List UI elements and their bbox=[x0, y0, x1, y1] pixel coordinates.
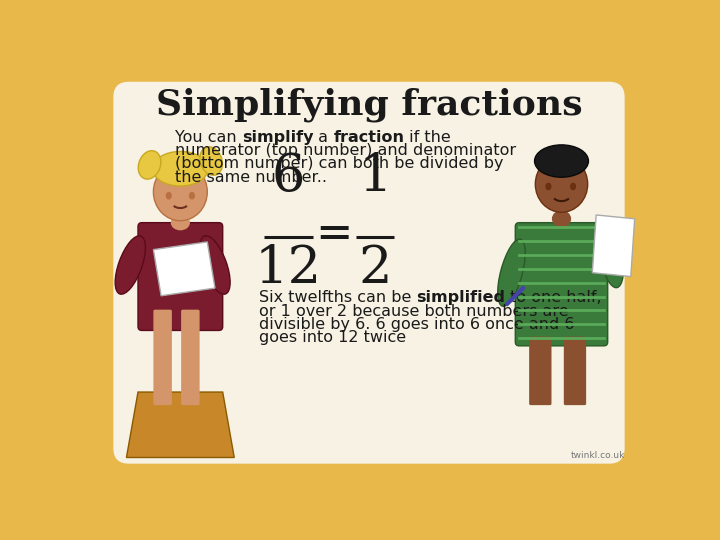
FancyBboxPatch shape bbox=[181, 309, 199, 405]
Text: 6: 6 bbox=[271, 151, 305, 202]
Ellipse shape bbox=[189, 192, 195, 200]
Ellipse shape bbox=[552, 210, 571, 227]
Ellipse shape bbox=[200, 236, 230, 294]
FancyBboxPatch shape bbox=[138, 222, 222, 330]
Polygon shape bbox=[153, 242, 215, 296]
Text: twinkl.co.uk: twinkl.co.uk bbox=[571, 451, 626, 460]
Polygon shape bbox=[127, 392, 234, 457]
Ellipse shape bbox=[570, 183, 576, 190]
Text: or 1 over 2 because both numbers are: or 1 over 2 because both numbers are bbox=[259, 303, 569, 319]
FancyBboxPatch shape bbox=[516, 222, 608, 346]
Ellipse shape bbox=[153, 151, 208, 186]
FancyBboxPatch shape bbox=[564, 336, 586, 405]
Ellipse shape bbox=[536, 156, 588, 212]
Text: to one half,: to one half, bbox=[505, 291, 602, 306]
Ellipse shape bbox=[545, 183, 552, 190]
Ellipse shape bbox=[600, 227, 624, 288]
Text: if the: if the bbox=[405, 130, 451, 145]
Text: 2: 2 bbox=[359, 244, 392, 294]
Text: a: a bbox=[313, 130, 333, 145]
Ellipse shape bbox=[138, 151, 161, 179]
Ellipse shape bbox=[200, 147, 222, 176]
FancyBboxPatch shape bbox=[153, 309, 172, 405]
Text: Simplifying fractions: Simplifying fractions bbox=[156, 88, 582, 123]
Ellipse shape bbox=[534, 145, 588, 177]
FancyBboxPatch shape bbox=[113, 82, 625, 464]
Ellipse shape bbox=[115, 236, 145, 294]
Polygon shape bbox=[593, 215, 634, 276]
Text: =: = bbox=[315, 213, 353, 256]
Text: 1: 1 bbox=[359, 151, 392, 202]
Text: the same number..: the same number.. bbox=[175, 170, 327, 185]
Text: goes into 12 twice: goes into 12 twice bbox=[259, 330, 406, 345]
Text: fraction: fraction bbox=[333, 130, 405, 145]
Text: numerator (top number) and denominator: numerator (top number) and denominator bbox=[175, 143, 516, 158]
Text: simplify: simplify bbox=[242, 130, 313, 145]
FancyBboxPatch shape bbox=[529, 336, 552, 405]
Ellipse shape bbox=[166, 192, 172, 200]
Text: 12: 12 bbox=[255, 244, 322, 294]
Ellipse shape bbox=[498, 239, 525, 306]
Ellipse shape bbox=[171, 215, 190, 231]
Text: (bottom number) can both be divided by: (bottom number) can both be divided by bbox=[175, 157, 503, 171]
Text: You can: You can bbox=[175, 130, 242, 145]
Text: Six twelfths can be: Six twelfths can be bbox=[259, 291, 416, 306]
Text: divisible by 6. 6 goes into 6 once and 6: divisible by 6. 6 goes into 6 once and 6 bbox=[259, 316, 575, 332]
Ellipse shape bbox=[153, 163, 207, 221]
Text: simplified: simplified bbox=[416, 291, 505, 306]
